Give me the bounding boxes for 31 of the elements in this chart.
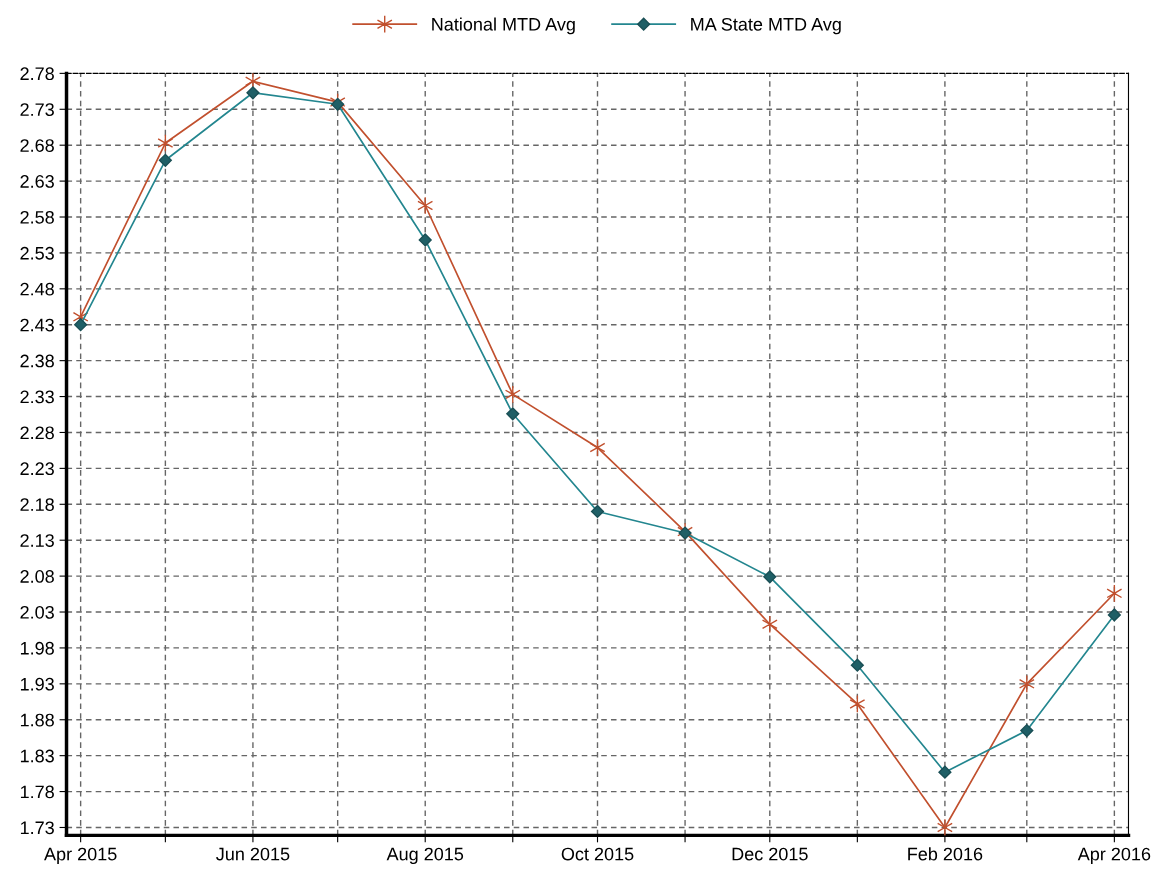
y-tick-label: 2.78: [20, 67, 54, 81]
y-tick-label: 1.78: [20, 785, 54, 799]
y-tick-label: 2.38: [20, 354, 54, 368]
x-tick-label: Jun 2015: [216, 847, 290, 861]
x-tick-label: Apr 2015: [44, 847, 117, 865]
y-tick-label: 2.13: [20, 534, 54, 547]
x-tick-label: Oct 2015: [561, 847, 634, 861]
x-tick-label: Dec 2015: [732, 847, 808, 861]
legend-label: National MTD Avg: [432, 17, 575, 35]
y-tick-label: 2.63: [20, 175, 54, 188]
x-tick-label: Feb 2016: [908, 847, 983, 861]
y-tick-label: 2.58: [20, 210, 54, 224]
y-tick-label: 2.53: [20, 246, 54, 260]
y-tick-label: 1.73: [20, 821, 54, 835]
y-tick-label: 2.48: [20, 282, 54, 296]
y-tick-label: 2.73: [20, 103, 54, 116]
y-tick-label: 1.83: [20, 749, 54, 763]
y-tick-label: 2.03: [20, 605, 54, 619]
y-tick-label: 1.93: [20, 677, 54, 691]
x-tick-label: Apr 2016: [1077, 847, 1151, 865]
y-tick-label: 2.23: [20, 462, 54, 476]
y-tick-label: 2.43: [20, 318, 54, 332]
y-tick-label: 2.18: [20, 498, 54, 512]
y-tick-label: 2.68: [20, 139, 54, 152]
x-tick-label: Aug 2015: [386, 847, 464, 865]
y-tick-label: 2.33: [20, 390, 54, 404]
y-tick-label: 1.98: [20, 641, 54, 655]
y-tick-label: 2.08: [20, 570, 54, 583]
y-tick-label: 2.28: [20, 426, 54, 440]
y-tick-label: 1.88: [20, 713, 54, 727]
legend-label: MA State MTD Avg: [691, 17, 841, 35]
